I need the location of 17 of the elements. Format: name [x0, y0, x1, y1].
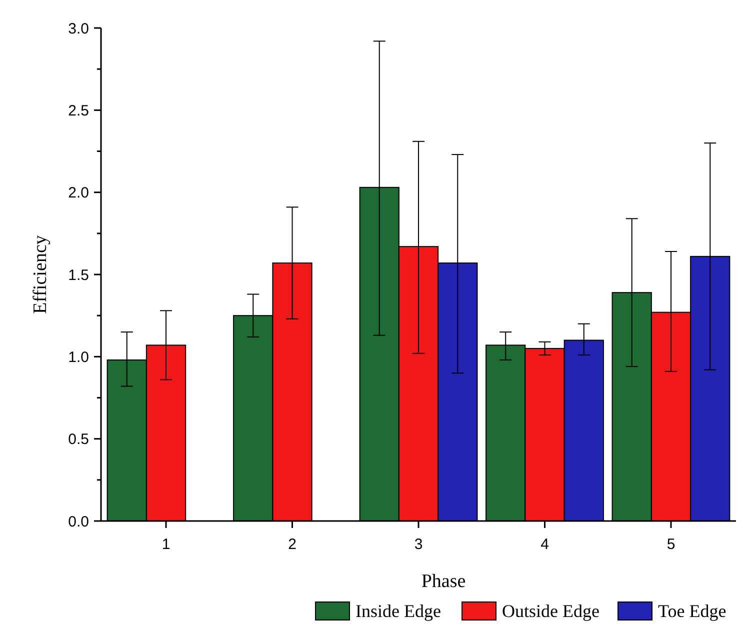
y-tick-label: 1.5 [68, 266, 89, 284]
y-tick-label: 2.0 [68, 184, 89, 202]
legend-label: Inside Edge [356, 601, 441, 621]
legend-label: Outside Edge [502, 601, 600, 621]
y-tick-label: 0.5 [68, 431, 89, 448]
y-tick-label: 3.0 [68, 20, 89, 38]
x-tick-label: 1 [162, 536, 170, 553]
x-tick-label: 2 [288, 536, 296, 553]
y-axis-title: Efficiency [30, 234, 51, 314]
y-tick-label: 1.0 [68, 348, 89, 366]
legend-label: Toe Edge [658, 601, 726, 621]
x-axis-title: Phase [421, 571, 466, 592]
x-tick-label: 3 [414, 536, 423, 553]
x-tick-label: 5 [666, 536, 676, 553]
y-tick-label: 2.5 [68, 102, 89, 120]
y-tick-label: 0.0 [68, 513, 89, 530]
x-tick-label: 4 [540, 536, 549, 553]
